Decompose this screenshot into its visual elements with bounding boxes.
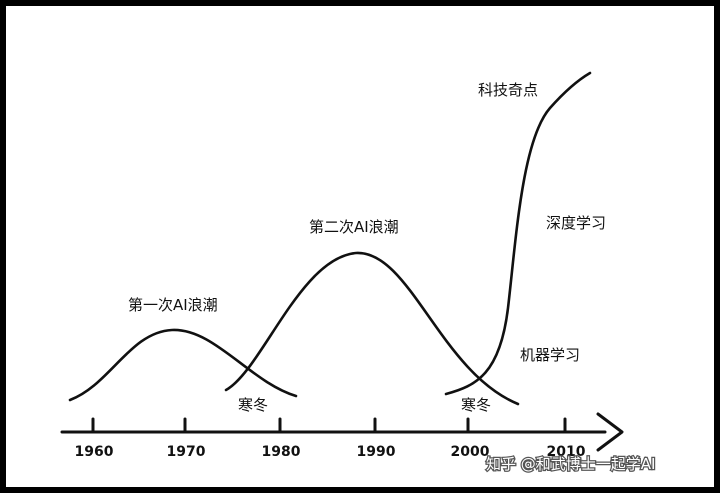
second-wave-curve xyxy=(224,251,520,406)
tick-label-2010: 2010 xyxy=(547,444,586,460)
tick-label-1980: 1980 xyxy=(262,444,301,460)
first-winter-label: 寒冬 xyxy=(238,396,268,414)
first-wave-curve xyxy=(68,328,298,402)
tick-label-2000: 2000 xyxy=(451,444,490,460)
second-wave-label: 第二次AI浪潮 xyxy=(309,218,399,236)
deep-learning-label: 深度学习 xyxy=(546,214,606,232)
tick-label-1990: 1990 xyxy=(357,444,396,460)
second-winter-label: 寒冬 xyxy=(461,396,491,414)
watermark: 知乎 @和武博士一起学AI xyxy=(486,455,655,473)
third-wave-curve xyxy=(444,71,592,396)
singularity-label: 科技奇点 xyxy=(478,81,538,99)
machine-learning-label: 机器学习 xyxy=(520,346,580,364)
timeline-arrowhead xyxy=(596,412,624,452)
tick-label-1960: 1960 xyxy=(75,444,114,460)
tick-label-1970: 1970 xyxy=(167,444,206,460)
first-wave-label: 第一次AI浪潮 xyxy=(128,296,218,314)
